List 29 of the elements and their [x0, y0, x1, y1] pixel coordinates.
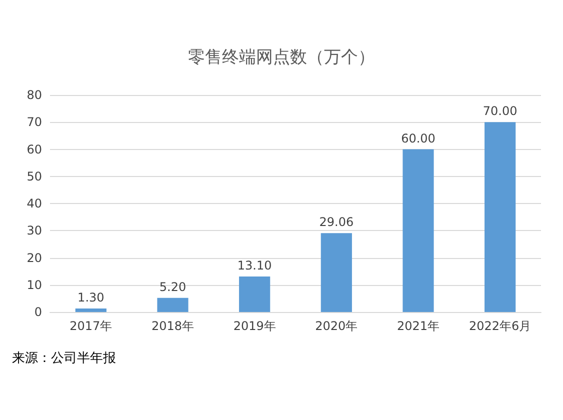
- y-tick-label: 10: [26, 278, 42, 292]
- y-tick-label: 50: [26, 169, 42, 184]
- chart-title: 零售终端网点数（万个）: [188, 48, 375, 68]
- data-label: 13.10: [237, 258, 272, 272]
- y-tick-label: 0: [34, 305, 42, 319]
- x-tick-label: 2018年: [151, 319, 194, 333]
- bar: [157, 298, 188, 312]
- x-tick-label: 2020年: [315, 319, 358, 333]
- bar: [239, 276, 270, 312]
- y-tick-label: 80: [26, 88, 42, 102]
- bar: [320, 233, 352, 312]
- data-label: 60.00: [401, 131, 436, 146]
- bar: [402, 149, 434, 312]
- y-tick-label: 30: [26, 224, 42, 238]
- data-label: 5.20: [159, 280, 186, 294]
- x-tick-label: 2019年: [233, 319, 276, 333]
- bar: [484, 122, 516, 312]
- data-label: 29.06: [319, 215, 354, 230]
- data-label: 1.30: [78, 290, 104, 304]
- x-tick-label: 2022年6月: [468, 319, 532, 333]
- x-tick-label: 2021年: [396, 319, 440, 333]
- bar: [75, 308, 106, 312]
- y-tick-label: 20: [26, 250, 42, 265]
- y-tick-label: 40: [26, 196, 42, 210]
- data-label: 70.00: [482, 104, 518, 118]
- x-tick-label: 2017年: [70, 319, 112, 333]
- y-tick-label: 70: [26, 115, 42, 130]
- source-note: 来源：公司半年报: [12, 351, 116, 366]
- y-tick-label: 60: [26, 142, 42, 156]
